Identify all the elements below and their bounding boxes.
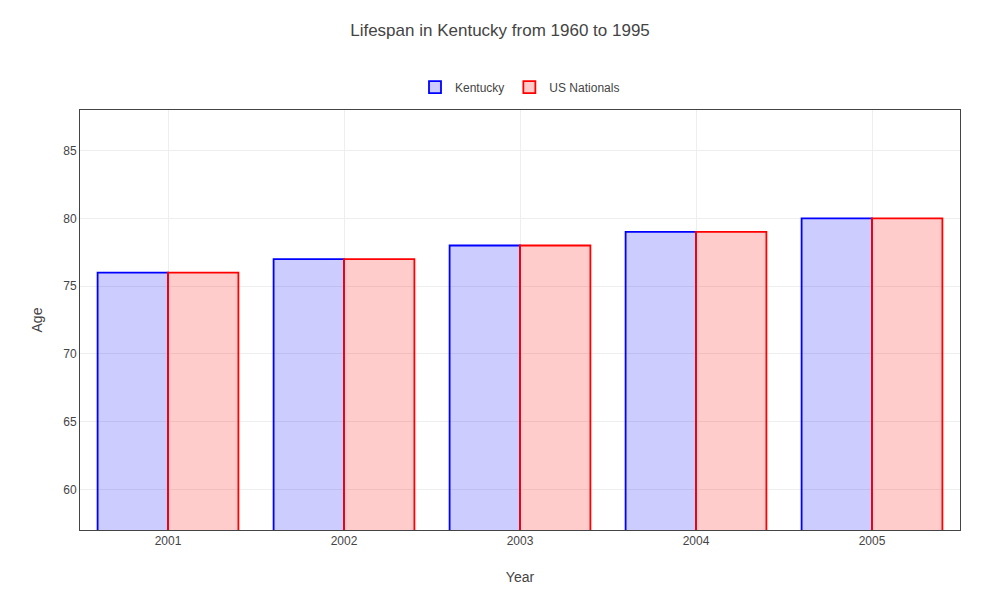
svg-text:Year: Year [506, 569, 535, 585]
svg-text:Age: Age [29, 307, 45, 332]
svg-text:Kentucky: Kentucky [455, 81, 504, 95]
svg-text:75: 75 [63, 279, 77, 293]
svg-text:US Nationals: US Nationals [549, 81, 619, 95]
svg-text:85: 85 [63, 144, 77, 158]
svg-text:70: 70 [63, 347, 77, 361]
svg-text:80: 80 [63, 212, 77, 226]
svg-text:2004: 2004 [683, 534, 710, 548]
svg-text:2001: 2001 [155, 534, 182, 548]
svg-text:2002: 2002 [331, 534, 358, 548]
svg-text:2005: 2005 [859, 534, 886, 548]
svg-text:Lifespan in Kentucky from 1960: Lifespan in Kentucky from 1960 to 1995 [350, 21, 650, 40]
svg-text:2003: 2003 [507, 534, 534, 548]
svg-text:65: 65 [63, 415, 77, 429]
svg-text:60: 60 [63, 483, 77, 497]
